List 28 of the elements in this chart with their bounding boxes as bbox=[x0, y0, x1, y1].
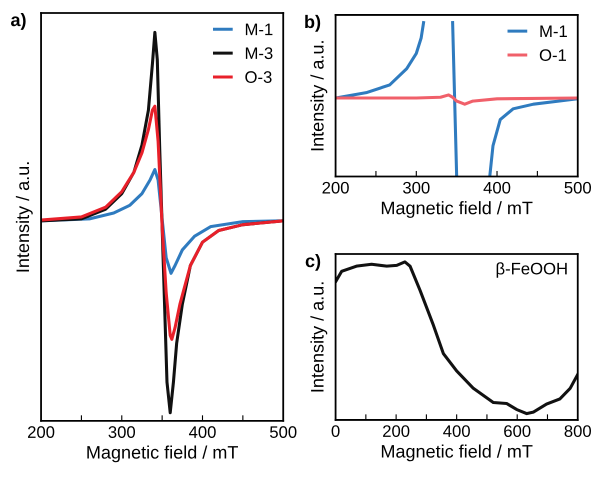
x-axis-title: Magnetic field / mT bbox=[382, 444, 533, 462]
x-tick-label: 200 bbox=[322, 182, 349, 194]
x-axis-title: Magnetic field / mT bbox=[382, 201, 533, 218]
y-axis-title: Intensity / a.u. bbox=[16, 162, 33, 272]
text: b) bbox=[305, 14, 320, 32]
legend-label: M-3 bbox=[246, 47, 272, 60]
x-tick-label: 200 bbox=[383, 425, 410, 438]
text: a) bbox=[11, 12, 26, 30]
legend-label: M-1 bbox=[246, 24, 272, 36]
legend-label: O-1 bbox=[540, 49, 566, 62]
x-axis-title: Magnetic field / mT bbox=[87, 445, 238, 462]
x-tick-label: 400 bbox=[443, 425, 470, 438]
text: c) bbox=[306, 254, 320, 271]
x-tick-label: 500 bbox=[564, 182, 591, 194]
annotation: β-FeOOH bbox=[496, 262, 567, 278]
x-tick-label: 800 bbox=[564, 425, 591, 438]
x-tick-label: 600 bbox=[504, 425, 530, 438]
x-tick-label: 200 bbox=[28, 426, 54, 438]
x-tick-label: 0 bbox=[332, 425, 340, 438]
legend-label: O-3 bbox=[245, 71, 272, 83]
x-tick-label: 500 bbox=[270, 426, 296, 438]
x-tick-label: 300 bbox=[403, 182, 430, 194]
x-tick-label: 300 bbox=[108, 426, 136, 438]
y-axis-title: Intensity / a.u. bbox=[310, 282, 328, 392]
x-tick-label: 400 bbox=[188, 426, 216, 438]
x-tick-label: 400 bbox=[484, 182, 510, 194]
y-axis-title: Intensity / a.u. bbox=[310, 41, 328, 150]
legend-label: M-1 bbox=[540, 26, 567, 37]
